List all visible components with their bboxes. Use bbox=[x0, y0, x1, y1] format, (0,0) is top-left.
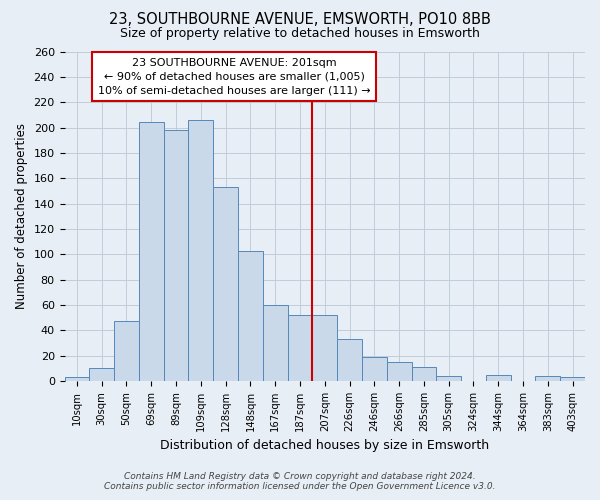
Text: Size of property relative to detached houses in Emsworth: Size of property relative to detached ho… bbox=[120, 28, 480, 40]
Bar bbox=[535, 376, 560, 381]
Bar bbox=[89, 368, 114, 381]
Bar bbox=[164, 130, 188, 381]
Bar bbox=[337, 339, 362, 381]
X-axis label: Distribution of detached houses by size in Emsworth: Distribution of detached houses by size … bbox=[160, 440, 490, 452]
Bar bbox=[139, 122, 164, 381]
Bar bbox=[238, 250, 263, 381]
Bar bbox=[188, 120, 213, 381]
Bar bbox=[412, 367, 436, 381]
Text: 23 SOUTHBOURNE AVENUE: 201sqm
← 90% of detached houses are smaller (1,005)
10% o: 23 SOUTHBOURNE AVENUE: 201sqm ← 90% of d… bbox=[98, 58, 371, 96]
Bar bbox=[560, 378, 585, 381]
Bar bbox=[486, 374, 511, 381]
Bar bbox=[65, 378, 89, 381]
Text: 23, SOUTHBOURNE AVENUE, EMSWORTH, PO10 8BB: 23, SOUTHBOURNE AVENUE, EMSWORTH, PO10 8… bbox=[109, 12, 491, 28]
Bar bbox=[362, 357, 387, 381]
Text: Contains HM Land Registry data © Crown copyright and database right 2024.
Contai: Contains HM Land Registry data © Crown c… bbox=[104, 472, 496, 491]
Y-axis label: Number of detached properties: Number of detached properties bbox=[15, 124, 28, 310]
Bar bbox=[387, 362, 412, 381]
Bar bbox=[436, 376, 461, 381]
Bar bbox=[313, 315, 337, 381]
Bar bbox=[263, 305, 287, 381]
Bar bbox=[287, 315, 313, 381]
Bar bbox=[114, 322, 139, 381]
Bar bbox=[213, 187, 238, 381]
